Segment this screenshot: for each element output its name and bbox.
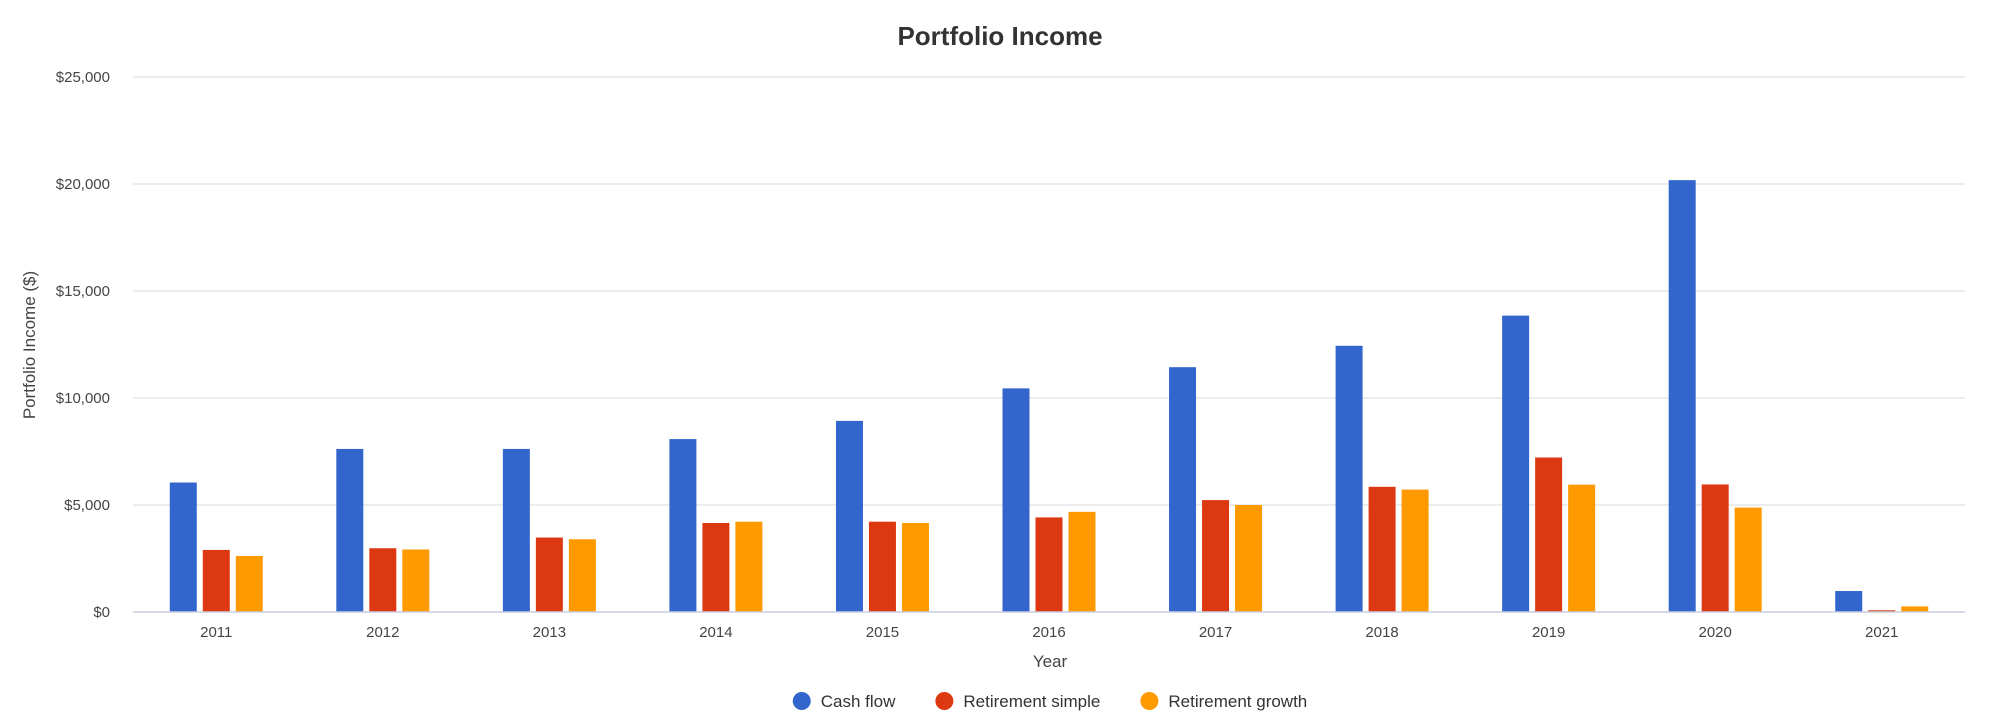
bar-cash-flow[interactable] bbox=[1502, 315, 1530, 612]
bar-retirement-simple[interactable] bbox=[202, 549, 230, 612]
bar-retirement-growth[interactable] bbox=[735, 521, 763, 612]
gridlines bbox=[133, 76, 1965, 506]
chart-title: Portfolio Income bbox=[897, 21, 1102, 51]
legend-marker bbox=[1140, 692, 1159, 710]
bar-cash-flow[interactable] bbox=[169, 482, 197, 612]
legend-item-retirement-growth[interactable]: Retirement growth bbox=[1140, 692, 1307, 711]
bar-retirement-simple[interactable] bbox=[1368, 486, 1396, 612]
x-tick-label: 2011 bbox=[200, 624, 232, 641]
x-tick-label: 2018 bbox=[1365, 624, 1398, 641]
y-tick-label: $5,000 bbox=[64, 497, 110, 514]
y-tick-label: $20,000 bbox=[56, 176, 110, 193]
x-tick-label: 2020 bbox=[1698, 624, 1731, 641]
bar-retirement-growth[interactable] bbox=[1401, 489, 1429, 612]
bar-retirement-simple[interactable] bbox=[369, 548, 397, 612]
y-tick-label: $0 bbox=[93, 604, 110, 621]
legend-label: Cash flow bbox=[821, 692, 896, 711]
x-axis-title: Year bbox=[1033, 652, 1068, 671]
bar-retirement-simple[interactable] bbox=[1701, 484, 1729, 612]
legend-label: Retirement simple bbox=[963, 692, 1100, 711]
y-tick-label: $25,000 bbox=[56, 69, 110, 86]
bar-retirement-growth[interactable] bbox=[1235, 505, 1263, 612]
legend-marker bbox=[792, 692, 811, 710]
bar-retirement-growth[interactable] bbox=[235, 555, 263, 612]
x-tick-label: 2015 bbox=[866, 624, 899, 641]
bar-cash-flow[interactable] bbox=[1002, 388, 1030, 612]
x-tick-label: 2012 bbox=[366, 624, 399, 641]
bar-retirement-simple[interactable] bbox=[1868, 610, 1896, 612]
y-axis-title: Portfolio Income ($) bbox=[20, 271, 39, 419]
bar-cash-flow[interactable] bbox=[1335, 345, 1363, 612]
x-tick-label: 2014 bbox=[699, 624, 732, 641]
y-tick-label: $10,000 bbox=[56, 390, 110, 407]
bars bbox=[169, 180, 1929, 612]
bar-retirement-growth[interactable] bbox=[1734, 507, 1762, 612]
bar-retirement-growth[interactable] bbox=[901, 522, 929, 612]
bar-cash-flow[interactable] bbox=[835, 420, 863, 612]
bar-retirement-growth[interactable] bbox=[402, 549, 430, 612]
bar-retirement-growth[interactable] bbox=[568, 539, 596, 612]
x-tick-label: 2017 bbox=[1199, 624, 1232, 641]
legend: Cash flow Retirement simple Retirement gro… bbox=[792, 692, 1307, 711]
bar-cash-flow[interactable] bbox=[336, 448, 364, 612]
legend-item-retirement-simple[interactable]: Retirement simple bbox=[935, 692, 1100, 711]
bar-cash-flow[interactable] bbox=[1169, 367, 1197, 612]
x-tick-label: 2013 bbox=[533, 624, 566, 641]
bar-retirement-simple[interactable] bbox=[1035, 517, 1063, 612]
bar-retirement-growth[interactable] bbox=[1068, 511, 1096, 612]
bar-cash-flow[interactable] bbox=[502, 448, 530, 612]
bar-retirement-growth[interactable] bbox=[1568, 484, 1596, 612]
bar-retirement-simple[interactable] bbox=[1535, 457, 1563, 612]
bar-retirement-simple[interactable] bbox=[702, 522, 730, 612]
bar-cash-flow[interactable] bbox=[1668, 180, 1696, 612]
legend-marker bbox=[935, 692, 954, 710]
bar-cash-flow[interactable] bbox=[669, 439, 697, 612]
x-axis-ticks: 2011 2012 2013 2014 2015 2016 2017 2018 2019 2020… bbox=[200, 624, 1898, 641]
bar-retirement-growth[interactable] bbox=[1901, 606, 1929, 612]
bar-cash-flow[interactable] bbox=[1835, 591, 1863, 612]
legend-label: Retirement growth bbox=[1168, 692, 1307, 711]
x-tick-label: 2019 bbox=[1532, 624, 1565, 641]
bar-retirement-simple[interactable] bbox=[868, 521, 896, 612]
x-tick-label: 2021 bbox=[1865, 624, 1898, 641]
bar-retirement-simple[interactable] bbox=[535, 537, 563, 612]
legend-item-cash-flow[interactable]: Cash flow bbox=[792, 692, 896, 711]
x-tick-label: 2016 bbox=[1032, 624, 1065, 641]
y-tick-label: $15,000 bbox=[56, 283, 110, 300]
bar-retirement-simple[interactable] bbox=[1202, 500, 1230, 612]
y-axis-ticks: $0 $5,000 $10,000 $15,000 $20,000 $25,000 bbox=[56, 69, 110, 621]
